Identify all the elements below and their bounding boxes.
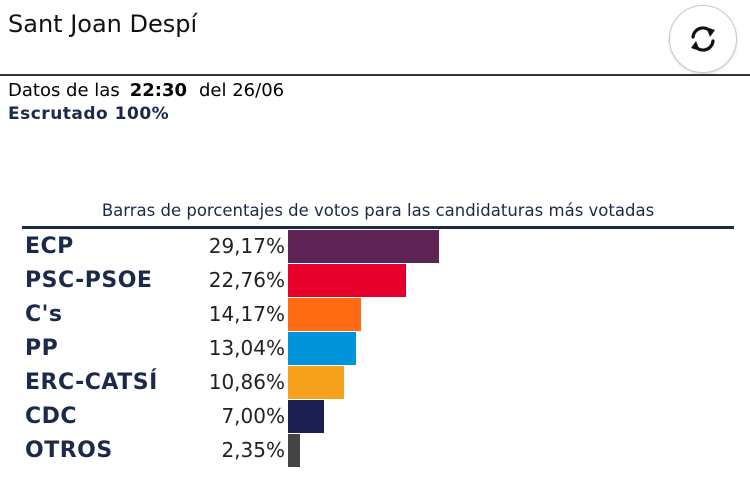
party-name: PP <box>25 336 59 361</box>
data-date: del 26/06 <box>199 80 285 101</box>
result-row: ECP 29,17% <box>22 230 734 264</box>
party-name: OTROS <box>25 438 113 463</box>
vote-bar <box>288 264 406 297</box>
refresh-icon <box>691 26 715 52</box>
result-row: C's 14,17% <box>22 298 734 332</box>
data-time: 22:30 <box>129 80 187 101</box>
vote-bar <box>288 332 356 365</box>
party-name: PSC-PSOE <box>25 268 153 293</box>
data-info: Datos de las 22:30 del 26/06 Escrutado 100… <box>8 80 284 124</box>
vote-percentage: 13,04% <box>208 336 285 360</box>
vote-percentage: 10,86% <box>208 370 285 394</box>
data-label: Datos de las <box>8 80 120 101</box>
chart-title: Barras de porcentajes de votos para las … <box>101 201 655 220</box>
result-row: CDC 7,00% <box>22 400 734 434</box>
page-title: Sant Joan Despí <box>8 10 198 38</box>
party-name: C's <box>25 302 63 327</box>
vote-percentage: 14,17% <box>208 302 285 326</box>
result-row: ERC-CATSÍ 10,86% <box>22 366 734 400</box>
vote-bar <box>288 400 324 433</box>
vote-bar <box>288 230 439 263</box>
party-name: ERC-CATSÍ <box>25 370 158 395</box>
header: Sant Joan Despí <box>0 0 750 76</box>
vote-percentage: 29,17% <box>208 234 285 258</box>
party-name: ECP <box>25 234 74 259</box>
party-name: CDC <box>25 404 78 429</box>
refresh-button[interactable] <box>669 5 737 73</box>
result-row: PSC-PSOE 22,76% <box>22 264 734 298</box>
scrutinized-status: Escrutado 100% <box>8 104 170 124</box>
vote-percentage: 7,00% <box>221 404 285 428</box>
chart-divider <box>22 226 734 229</box>
vote-bar <box>288 434 300 467</box>
vote-percentage: 22,76% <box>208 268 285 292</box>
vote-bar <box>288 366 344 399</box>
result-row: OTROS 2,35% <box>22 434 734 468</box>
vote-percentage: 2,35% <box>221 438 285 462</box>
result-row: PP 13,04% <box>22 332 734 366</box>
vote-bar <box>288 298 361 331</box>
